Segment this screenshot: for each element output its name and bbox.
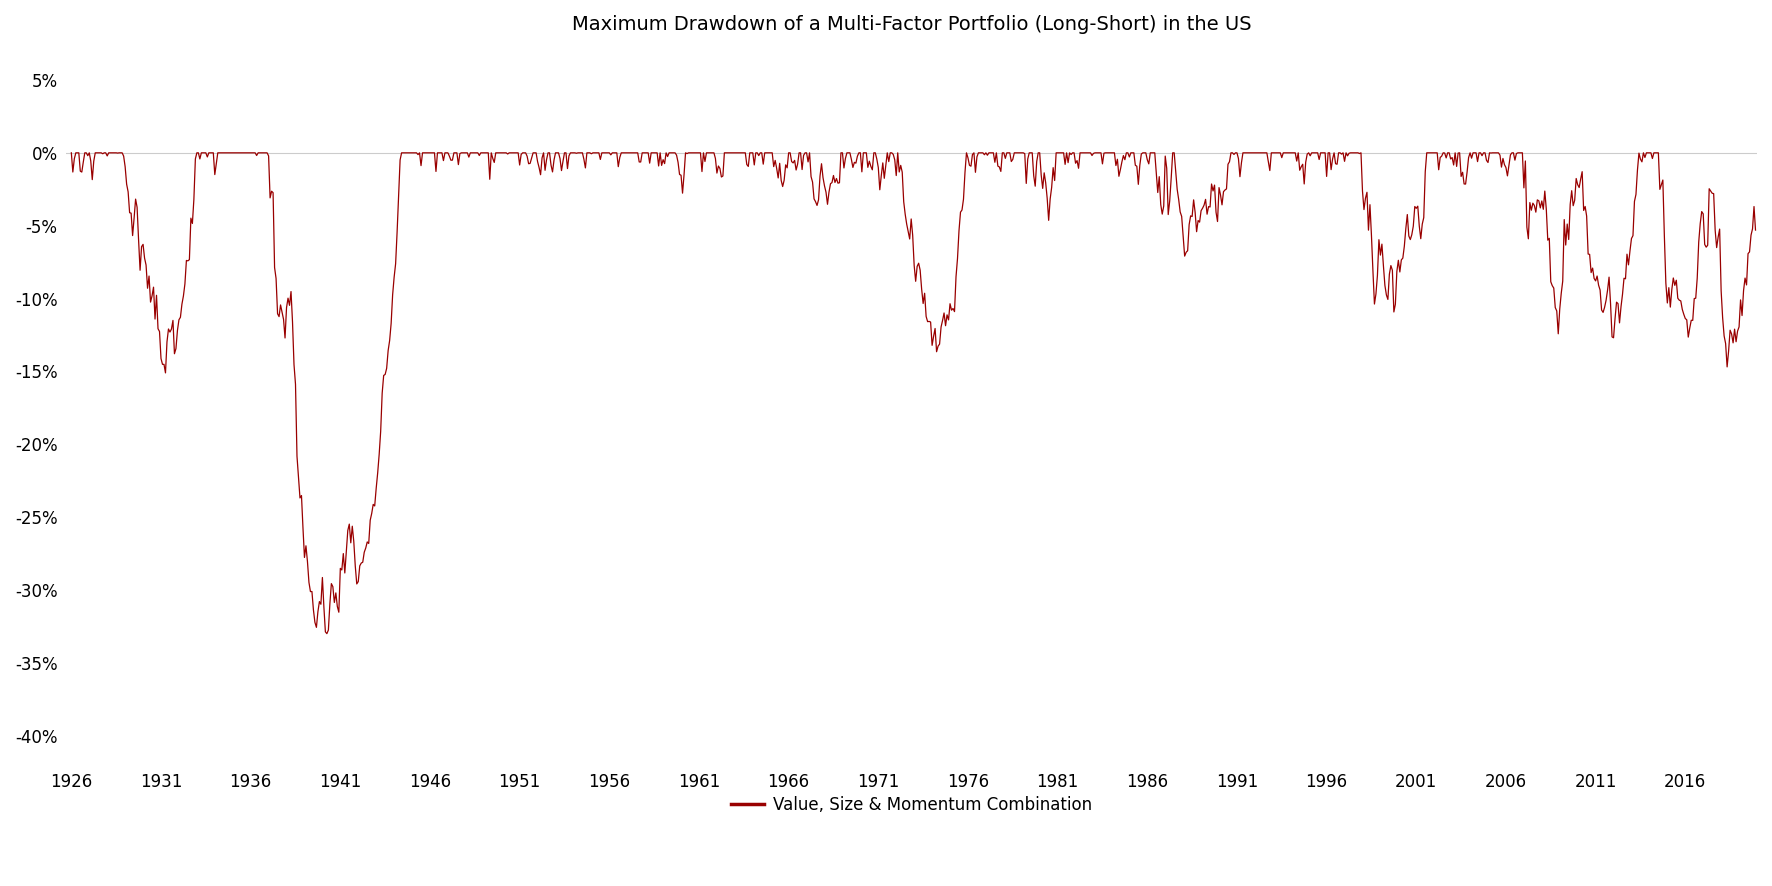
Title: Maximum Drawdown of a Multi-Factor Portfolio (Long-Short) in the US: Maximum Drawdown of a Multi-Factor Portf… (572, 15, 1251, 34)
Legend: Value, Size & Momentum Combination: Value, Size & Momentum Combination (725, 789, 1099, 820)
